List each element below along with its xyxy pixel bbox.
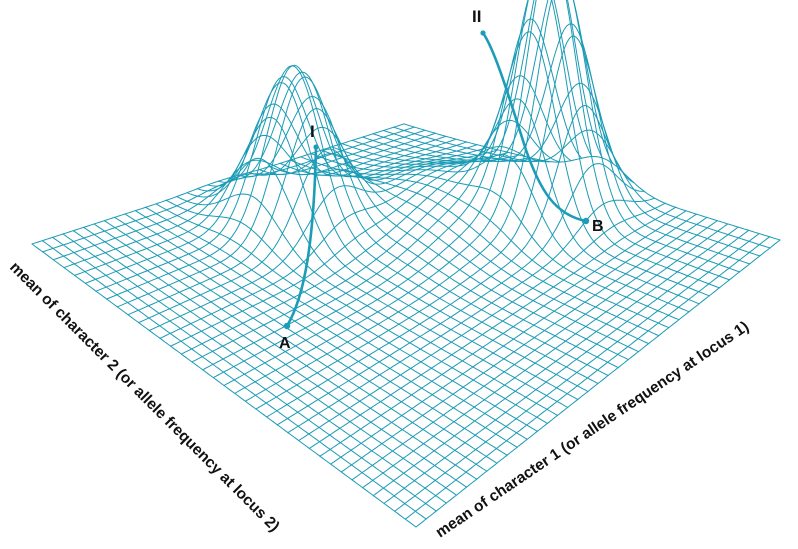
mesh-line: [351, 220, 718, 481]
fitness-surface-mesh: [31, 0, 781, 528]
point-b-label: B: [592, 218, 604, 235]
mesh-line: [186, 157, 569, 408]
mesh-line: [42, 126, 415, 253]
point-b-marker: [582, 217, 590, 225]
peak-ii-label: II: [472, 7, 481, 26]
mesh-line: [415, 239, 781, 528]
path-b-to-peak-ii: [481, 31, 588, 223]
mesh-line: [372, 226, 739, 497]
point-a-marker: [283, 322, 291, 330]
mesh-line: [394, 233, 760, 512]
mesh-line: [393, 126, 771, 249]
mesh-line: [223, 0, 593, 386]
mesh-line: [383, 229, 750, 504]
mesh-line: [403, 123, 781, 241]
mesh-line: [106, 64, 478, 300]
mesh-line: [362, 0, 741, 273]
mesh-line: [362, 223, 729, 489]
mesh-line: [319, 210, 687, 457]
mesh-line: [52, 129, 426, 261]
axis-label-character-1: mean of character 1 (or allele frequency…: [433, 318, 752, 541]
mesh-line: [340, 216, 708, 473]
peak-i-marker: [313, 144, 319, 150]
mesh-line: [234, 0, 603, 394]
mesh-line: [351, 0, 730, 281]
mesh-line: [244, 0, 614, 402]
mesh-line: [372, 23, 751, 265]
path-a-to-peak-i: [285, 145, 318, 328]
mesh-line: [404, 236, 771, 520]
peak-i-label: I: [310, 122, 315, 141]
mesh-line: [217, 65, 599, 384]
point-a-label: A: [279, 335, 291, 352]
mesh-line: [63, 132, 436, 269]
mesh-line: [382, 82, 761, 257]
peak-ii-marker: [480, 30, 486, 36]
mesh-line: [116, 76, 489, 308]
mesh-line: [148, 154, 520, 331]
